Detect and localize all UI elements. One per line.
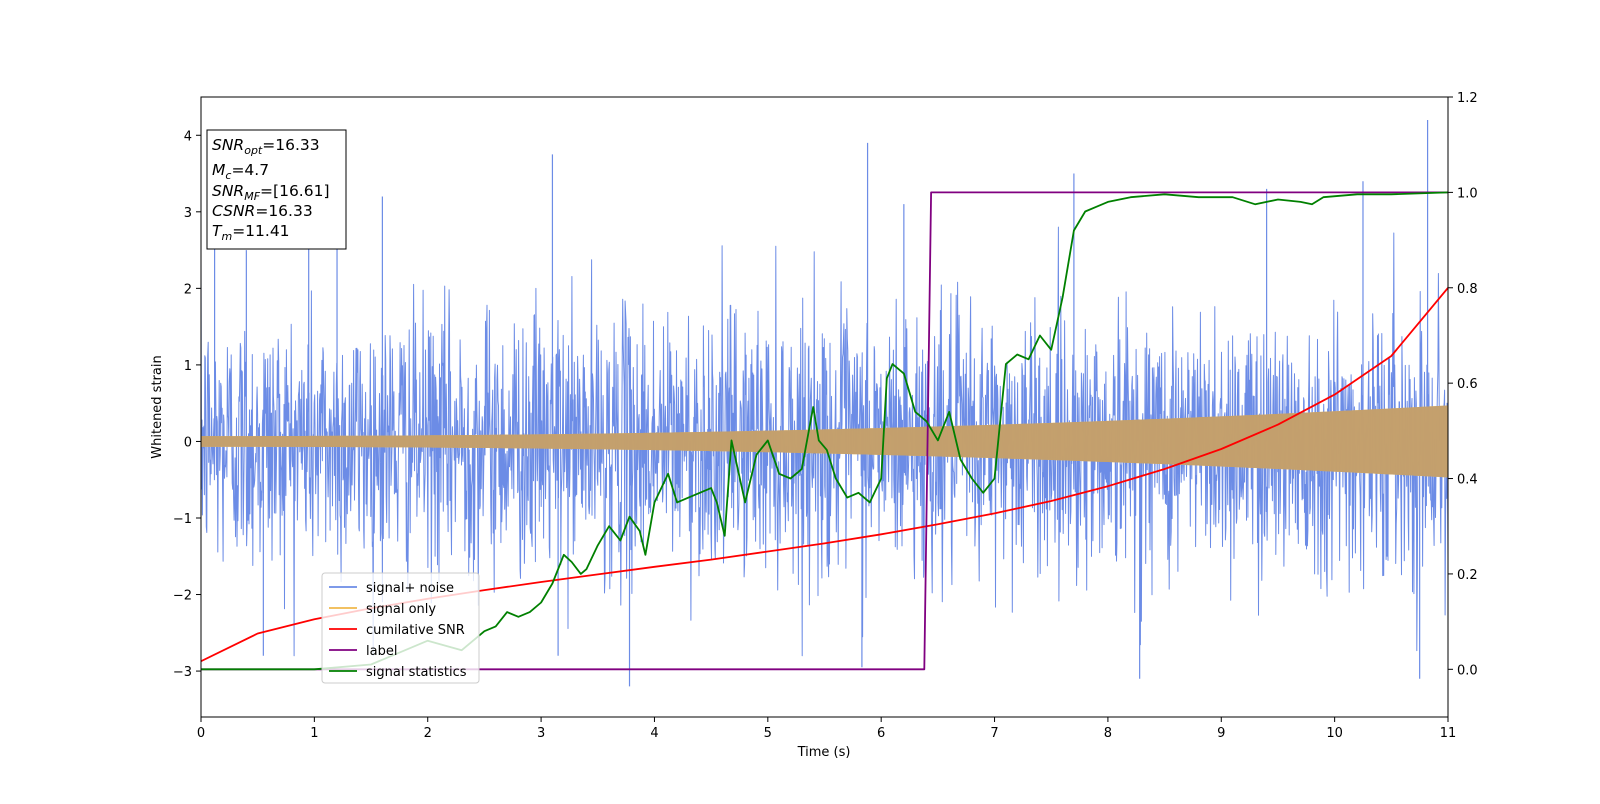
legend-label: label: [366, 644, 397, 659]
legend-frame: [321, 572, 480, 684]
right-y-tick-label: 0.2: [1457, 568, 1478, 583]
info-var-name: M: [212, 161, 225, 179]
right-y-tick-label: 0.8: [1457, 282, 1478, 297]
info-var-value: =16.33: [255, 202, 312, 220]
info-var-value: =4.7: [231, 161, 269, 179]
right-y-tick-label: 1.0: [1457, 186, 1478, 201]
info-var-name: T: [212, 222, 223, 240]
right-y-tick-label: 1.2: [1457, 91, 1478, 106]
x-tick-label: 4: [650, 726, 658, 741]
legend-label: cumilative SNR: [366, 623, 465, 638]
label-line: [201, 191, 1448, 671]
right-y-tick-label: 0.6: [1457, 377, 1478, 392]
right-y-tick-label: 0.0: [1457, 663, 1478, 678]
left-y-tick-label: −1: [173, 512, 192, 527]
x-tick-label: 7: [990, 726, 998, 741]
x-tick-label: 5: [764, 726, 772, 741]
info-var-name: CSNR: [212, 202, 255, 220]
x-tick-label: 2: [424, 726, 432, 741]
x-tick-label: 1: [310, 726, 318, 741]
left-y-axis: −3 −2 −1 0 1 2 3 4: [173, 129, 201, 680]
legend: signal+ noise signal only cumilative SNR la…: [321, 572, 480, 684]
chirp-series-layer: [201, 405, 1448, 478]
x-tick-label: 3: [537, 726, 545, 741]
y-axis-title: Whitened strain: [150, 355, 165, 458]
info-var-name: SNR: [212, 136, 244, 154]
legend-label: signal+ noise: [366, 581, 454, 596]
x-tick-label: 0: [197, 726, 205, 741]
info-var-value: =16.33: [262, 136, 319, 154]
info-var-subscript: MF: [244, 190, 260, 203]
left-y-tick-label: −2: [173, 589, 192, 604]
plot-frame: [200, 96, 1449, 718]
info-box-line: Mc=4.7: [212, 161, 269, 182]
x-axis: 0 1 2 3 4 5 6 7 8 9 10 11: [197, 717, 1456, 741]
left-y-tick-label: −3: [173, 665, 192, 680]
info-var-value: =11.41: [232, 222, 289, 240]
info-var-subscript: m: [221, 230, 232, 243]
info-var-name: SNR: [212, 182, 244, 200]
info-box: SNRopt=16.33Mc=4.7SNRMF=[16.61]CSNR=16.3…: [206, 129, 347, 250]
left-y-tick-label: 3: [184, 206, 192, 221]
signal-statistics-line: [201, 191, 1448, 671]
signal-only-envelope: [201, 405, 1448, 478]
left-y-tick-label: 0: [184, 435, 192, 450]
left-y-tick-label: 4: [184, 129, 192, 144]
left-y-tick-label: 1: [184, 359, 192, 374]
left-y-tick-label: 2: [184, 282, 192, 297]
x-tick-label: 10: [1326, 726, 1343, 741]
info-var-subscript: opt: [244, 144, 263, 157]
info-var-subscript: c: [225, 169, 231, 182]
legend-label: signal statistics: [366, 665, 467, 680]
x-tick-label: 11: [1440, 726, 1457, 741]
info-box-line: SNRopt=16.33: [212, 136, 320, 157]
right-y-axis: 0.0 0.2 0.4 0.6 0.8 1.0 1.2: [1448, 91, 1478, 678]
info-box-line: Tm=11.41: [212, 222, 290, 243]
x-axis-title: Time (s): [797, 745, 851, 760]
x-tick-label: 9: [1217, 726, 1225, 741]
x-tick-label: 6: [877, 726, 885, 741]
info-box-frame: [206, 129, 347, 250]
info-box-line: SNRMF=[16.61]: [212, 182, 330, 203]
info-box-line: CSNR=16.33: [212, 202, 313, 220]
info-var-value: =[16.61]: [260, 182, 329, 200]
right-y-tick-label: 0.4: [1457, 473, 1478, 488]
legend-label: signal only: [366, 602, 436, 617]
x-tick-label: 8: [1104, 726, 1112, 741]
